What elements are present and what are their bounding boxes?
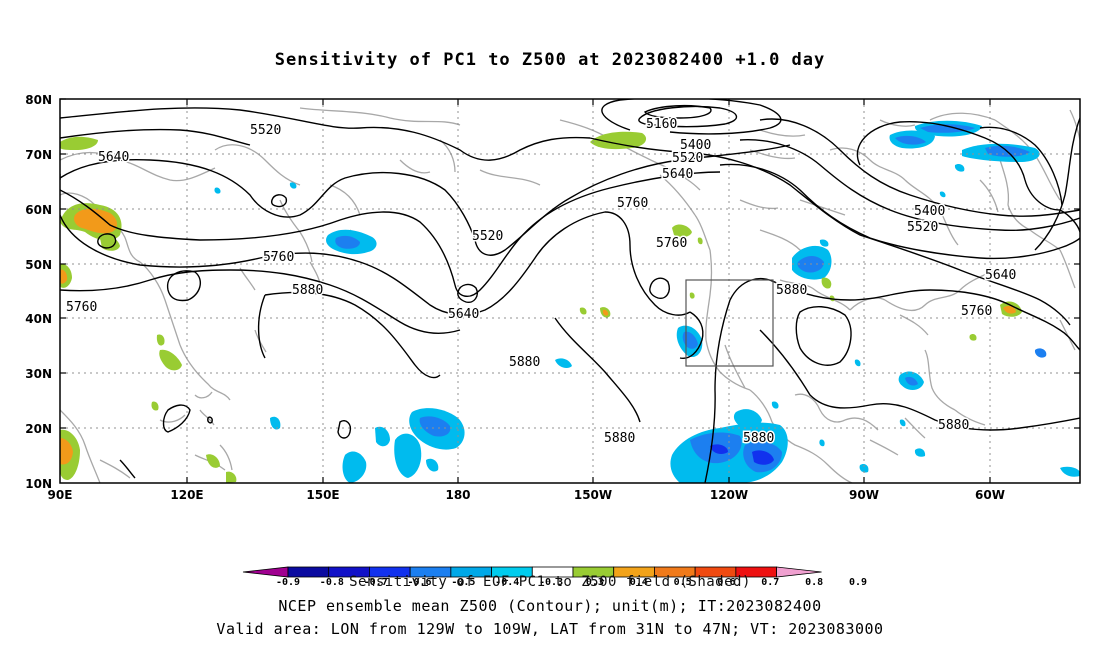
plot-title: Sensitivity of PC1 to Z500 at 2023082400… — [274, 50, 826, 70]
colorbar-label: 0.5 — [674, 577, 692, 588]
lon-label: 120W — [710, 488, 748, 502]
contour-label: 5640 — [985, 268, 1016, 283]
colorbar-label: -0.9 — [276, 577, 300, 588]
colorbar-label: 0.6 — [717, 577, 735, 588]
contour-label: 5160 — [646, 117, 677, 132]
shading-caption: Sensitivity of EOF PC1 to Z500 field (Sh… — [349, 574, 751, 590]
z500-contours — [60, 99, 1080, 483]
coastlines — [60, 107, 1080, 483]
colorbar-label: 0.3 — [586, 577, 604, 588]
contour-label: 5640 — [662, 167, 693, 182]
contour-label: 5880 — [292, 283, 323, 298]
colorbar-label: -0.3 — [539, 577, 563, 588]
colorbar-label: 0.7 — [761, 577, 779, 588]
colorbar-swatch — [776, 566, 822, 578]
lat-label: 60N — [25, 203, 52, 217]
lat-label: 40N — [25, 312, 52, 326]
valid-area-box — [685, 279, 774, 367]
colorbar-label: 0.4 — [630, 577, 648, 588]
lat-label: 70N — [25, 148, 52, 162]
colorbar-label: 0.8 — [805, 577, 823, 588]
sensitivity-shading — [60, 120, 1080, 483]
contour-label: 5880 — [604, 431, 635, 446]
contour-label: 5400 — [680, 138, 711, 153]
lat-label: 50N — [25, 258, 52, 272]
contour-label: 5880 — [509, 355, 540, 370]
contour-label: 5760 — [656, 236, 687, 251]
contour-label: 5760 — [617, 196, 648, 211]
lat-label: 80N — [25, 93, 52, 107]
contour-label: 5520 — [472, 229, 503, 244]
contour-labels: 5160 5400 5400 5520 5520 5520 5520 5640 … — [65, 116, 1018, 448]
contour-label: 5880 — [776, 283, 807, 298]
contour-label: 5880 — [938, 418, 969, 433]
lat-lon-grid — [60, 99, 1080, 483]
contour-label: 5880 — [743, 431, 774, 446]
contour-label: 5760 — [263, 250, 294, 265]
contour-label: 5640 — [98, 150, 129, 165]
colorbar-label: -0.8 — [320, 577, 344, 588]
lon-label: 150W — [574, 488, 612, 502]
contour-caption: NCEP ensemble mean Z500 (Contour); unit(… — [278, 597, 822, 615]
lat-label: 10N — [25, 477, 52, 491]
contour-label: 5520 — [672, 151, 703, 166]
colorbar-label: -0.5 — [451, 577, 475, 588]
colorbar-label: -0.4 — [495, 577, 519, 588]
longitude-labels: 90E 120E 150E 180 150W 120W 90W 60W — [48, 488, 1005, 502]
plot-frame — [59, 98, 1081, 484]
colorbar-label: 0.9 — [849, 577, 867, 588]
lon-label: 150E — [306, 488, 339, 502]
contour-label: 5760 — [66, 300, 97, 315]
lat-label: 30N — [25, 367, 52, 381]
tick-marks — [60, 98, 1080, 483]
lon-label: 60W — [975, 488, 1005, 502]
lat-label: 20N — [25, 422, 52, 436]
contour-label: 5640 — [448, 307, 479, 322]
lon-label: 180 — [445, 488, 470, 502]
lon-label: 120E — [170, 488, 203, 502]
colorbar: -0.9 -0.8 -0.7 -0.6 -0.5 -0.4 -0.3 0.3 0.4 0.5 0.6… — [242, 566, 867, 588]
latitude-labels: 80N 70N 60N 50N 40N 30N 20N 10N — [25, 93, 52, 491]
contour-label: 5520 — [250, 123, 281, 138]
contour-label: 5520 — [907, 220, 938, 235]
valid-area-caption: Valid area: LON from 129W to 109W, LAT f… — [216, 620, 884, 638]
lon-label: 90W — [849, 488, 879, 502]
contour-label: 5760 — [961, 304, 992, 319]
lon-label: 90E — [48, 488, 73, 502]
colorbar-label: -0.7 — [364, 577, 388, 588]
contour-label: 5400 — [914, 204, 945, 219]
colorbar-label: -0.6 — [407, 577, 431, 588]
